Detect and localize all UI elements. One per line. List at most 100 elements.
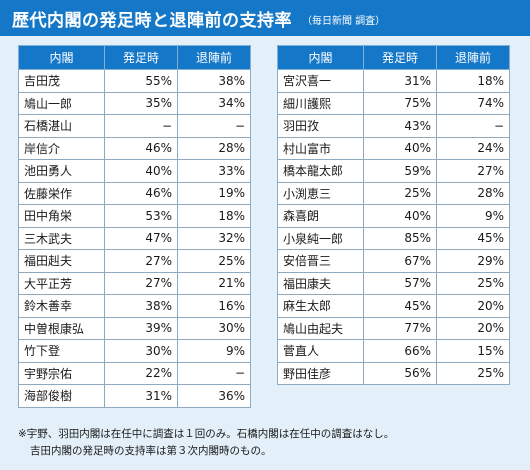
start-rating-cell: 46% [104, 181, 178, 205]
table-row: 吉田茂 55% 38% [18, 69, 251, 93]
table-row: 麻生太郎 45% 20% [277, 294, 510, 318]
table-row: 福田康夫 57% 25% [277, 271, 510, 295]
table-row: 細川護熙 75% 74% [277, 91, 510, 115]
cabinet-name-cell: 佐藤栄作 [18, 181, 105, 205]
start-rating-cell: 85% [363, 226, 437, 250]
end-rating-cell: − [177, 114, 251, 138]
table-row: 佐藤栄作 46% 19% [18, 181, 251, 205]
cabinet-name-cell: 田中角栄 [18, 204, 105, 228]
cabinet-name-cell: 石橋湛山 [18, 114, 105, 138]
end-rating-cell: 34% [177, 91, 251, 115]
start-rating-cell: 47% [104, 226, 178, 250]
start-rating-cell: 43% [363, 114, 437, 138]
header-start: 発足時 [104, 45, 178, 70]
end-rating-cell: 74% [436, 91, 510, 115]
start-rating-cell: 31% [104, 384, 178, 408]
header-end: 退陣前 [177, 45, 251, 70]
cabinet-name-cell: 三木武夫 [18, 226, 105, 250]
end-rating-cell: 32% [177, 226, 251, 250]
end-rating-cell: 28% [177, 136, 251, 160]
start-rating-cell: 46% [104, 136, 178, 160]
cabinet-name-cell: 福田赳夫 [18, 249, 105, 273]
end-rating-cell: 16% [177, 294, 251, 318]
table-right: 内閣 発足時 退陣前 宮沢喜一 31% 18% 細川護熙 75% 74% 羽田孜 43% − 村山… [277, 45, 510, 385]
header-end: 退陣前 [436, 45, 510, 70]
table-row: 田中角栄 53% 18% [18, 204, 251, 228]
header-cabinet: 内閣 [277, 45, 364, 70]
start-rating-cell: 40% [104, 159, 178, 183]
end-rating-cell: 27% [436, 159, 510, 183]
table-row: 池田勇人 40% 33% [18, 159, 251, 183]
table-row: 海部俊樹 31% 36% [18, 384, 251, 408]
end-rating-cell: 18% [436, 69, 510, 93]
cabinet-name-cell: 安倍晋三 [277, 249, 364, 273]
start-rating-cell: 31% [363, 69, 437, 93]
footnote: ※宇野、羽田内閣は在任中に調査は１回のみ。石橋内閣は在任中の調査はなし。 吉田内… [18, 426, 394, 460]
end-rating-cell: 9% [436, 204, 510, 228]
table-row: 鳩山一郎 35% 34% [18, 91, 251, 115]
cabinet-name-cell: 大平正芳 [18, 271, 105, 295]
cabinet-name-cell: 橋本龍太郎 [277, 159, 364, 183]
start-rating-cell: 38% [104, 294, 178, 318]
start-rating-cell: 57% [363, 271, 437, 295]
start-rating-cell: 30% [104, 339, 178, 363]
cabinet-name-cell: 鈴木善幸 [18, 294, 105, 318]
table-header-row: 内閣 発足時 退陣前 [277, 45, 510, 70]
end-rating-cell: 21% [177, 271, 251, 295]
cabinet-name-cell: 海部俊樹 [18, 384, 105, 408]
cabinet-name-cell: 福田康夫 [277, 271, 364, 295]
cabinet-name-cell: 村山富市 [277, 136, 364, 160]
cabinet-name-cell: 岸信介 [18, 136, 105, 160]
end-rating-cell: 9% [177, 339, 251, 363]
end-rating-cell: 25% [436, 271, 510, 295]
table-row: 森喜朗 40% 9% [277, 204, 510, 228]
start-rating-cell: 75% [363, 91, 437, 115]
cabinet-name-cell: 野田佳彦 [277, 361, 364, 385]
cabinet-name-cell: 森喜朗 [277, 204, 364, 228]
cabinet-name-cell: 羽田孜 [277, 114, 364, 138]
end-rating-cell: 36% [177, 384, 251, 408]
cabinet-name-cell: 小泉純一郎 [277, 226, 364, 250]
chart-title: 歴代内閣の発足時と退陣前の支持率 [12, 10, 292, 31]
start-rating-cell: 27% [104, 249, 178, 273]
start-rating-cell: 56% [363, 361, 437, 385]
cabinet-name-cell: 吉田茂 [18, 69, 105, 93]
end-rating-cell: 15% [436, 339, 510, 363]
table-row: 橋本龍太郎 59% 27% [277, 159, 510, 183]
table-row: 安倍晋三 67% 29% [277, 249, 510, 273]
table-row: 小泉純一郎 85% 45% [277, 226, 510, 250]
start-rating-cell: 59% [363, 159, 437, 183]
end-rating-cell: − [177, 361, 251, 385]
table-row: 石橋湛山 − − [18, 114, 251, 138]
start-rating-cell: 25% [363, 181, 437, 205]
table-header-row: 内閣 発足時 退陣前 [18, 45, 251, 70]
cabinet-name-cell: 菅直人 [277, 339, 364, 363]
cabinet-name-cell: 宇野宗佑 [18, 361, 105, 385]
cabinet-name-cell: 竹下登 [18, 339, 105, 363]
table-row: 大平正芳 27% 21% [18, 271, 251, 295]
end-rating-cell: 19% [177, 181, 251, 205]
cabinet-name-cell: 鳩山一郎 [18, 91, 105, 115]
end-rating-cell: 25% [177, 249, 251, 273]
header-start: 発足時 [363, 45, 437, 70]
table-row: 村山富市 40% 24% [277, 136, 510, 160]
table-row: 岸信介 46% 28% [18, 136, 251, 160]
start-rating-cell: 45% [363, 294, 437, 318]
start-rating-cell: 39% [104, 316, 178, 340]
table-row: 小渕恵三 25% 28% [277, 181, 510, 205]
table-row: 竹下登 30% 9% [18, 339, 251, 363]
chart-subtitle: （毎日新聞 調査） [302, 16, 386, 27]
end-rating-cell: 18% [177, 204, 251, 228]
footnote-line-2: 吉田内閣の発足時の支持率は第３次内閣時のもの。 [30, 445, 272, 457]
cabinet-name-cell: 中曽根康弘 [18, 316, 105, 340]
end-rating-cell: 38% [177, 69, 251, 93]
end-rating-cell: 20% [436, 294, 510, 318]
end-rating-cell: 29% [436, 249, 510, 273]
start-rating-cell: 22% [104, 361, 178, 385]
header-cabinet: 内閣 [18, 45, 105, 70]
cabinet-name-cell: 宮沢喜一 [277, 69, 364, 93]
start-rating-cell: 55% [104, 69, 178, 93]
start-rating-cell: 35% [104, 91, 178, 115]
start-rating-cell: 66% [363, 339, 437, 363]
end-rating-cell: 20% [436, 316, 510, 340]
